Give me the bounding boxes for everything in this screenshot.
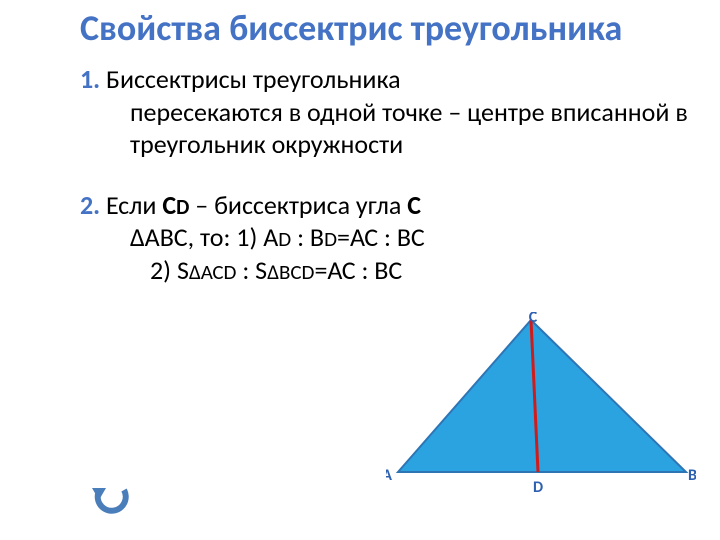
item2-cd-d: D — [176, 194, 189, 220]
property-2: 2. Если СD – биссектриса угла С ∆АВС, то… — [80, 189, 690, 287]
item1-number: 1. — [80, 63, 100, 95]
item1-first-line: Биссектрисы треугольника — [100, 63, 401, 95]
slide-title: Свойства биссектрис треугольника — [80, 8, 690, 49]
item2-prefix: Если — [100, 189, 162, 221]
point-d-label: D — [533, 478, 543, 497]
property-1: 1. Биссектрисы треугольника пересекаются… — [80, 63, 690, 161]
vertex-b-label: В — [688, 466, 696, 485]
triangle-shape — [398, 320, 686, 472]
item2-line3: 2) S∆АСD : S∆ВСD=АС : ВС — [80, 254, 690, 287]
item2-mid: – биссектриса угла — [189, 189, 407, 221]
back-arrow-icon[interactable] — [90, 480, 130, 520]
item2-cd-c: С — [162, 189, 176, 221]
item1-rest: пересекаются в одной точке – центре впис… — [80, 96, 690, 161]
item2-c: С — [407, 189, 421, 221]
vertex-a-label: А — [386, 466, 392, 485]
triangle-diagram: А В С D — [386, 312, 696, 512]
item2-number: 2. — [80, 189, 100, 221]
item2-line2: ∆АВС, то: 1) АD : ВD=АС : ВС — [80, 221, 690, 254]
vertex-c-label: С — [529, 312, 538, 327]
